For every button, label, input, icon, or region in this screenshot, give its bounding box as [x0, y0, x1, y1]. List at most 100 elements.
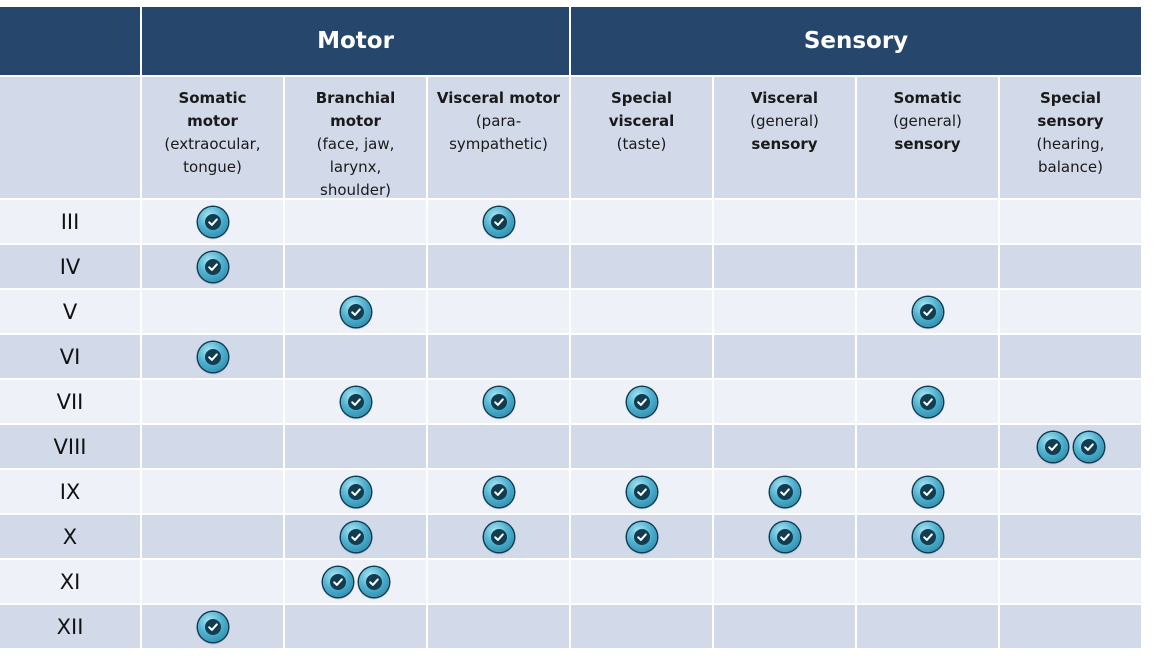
- table-cell: [1000, 425, 1141, 468]
- table-cell: [857, 290, 998, 333]
- column-header-line: visceral: [608, 112, 675, 130]
- table-cell: [428, 470, 569, 513]
- nerve-label: VII: [0, 380, 140, 423]
- column-header-line: Visceral motor: [436, 89, 561, 107]
- table-cell: [428, 380, 569, 423]
- checkmark-circle-icon: [197, 251, 228, 282]
- column-header-line: Visceral: [750, 89, 819, 107]
- corner-header: [0, 7, 140, 75]
- checkmark-circle-icon: [1037, 431, 1068, 462]
- nerve-label: XII: [0, 605, 140, 648]
- table-cell: [285, 335, 426, 378]
- corner-subheader: [0, 77, 140, 198]
- column-header-line: Special: [1039, 89, 1101, 107]
- column-header: Visceral motor (para-sympathetic): [428, 77, 569, 198]
- table-cell: [857, 515, 998, 558]
- table-cell: [714, 335, 855, 378]
- motor-group-label: Motor: [317, 28, 394, 54]
- column-header-line: Branchial: [315, 89, 396, 107]
- table-cell: [714, 470, 855, 513]
- table-cell: [285, 290, 426, 333]
- table-cell: [714, 605, 855, 648]
- table-cell: [1000, 335, 1141, 378]
- table-cell: [428, 560, 569, 603]
- checkmark-circle-icon: [340, 386, 371, 417]
- column-header-line: balance): [1038, 158, 1103, 176]
- table-cell: [142, 425, 283, 468]
- checkmark-circle-icon: [912, 386, 943, 417]
- table-cell: [142, 335, 283, 378]
- table-cell: [571, 470, 712, 513]
- column-header-line: shoulder): [320, 181, 391, 199]
- table-cell: [857, 335, 998, 378]
- checkmark-circle-icon: [340, 476, 371, 507]
- table-cell: [571, 605, 712, 648]
- column-header-line: (extraocular,: [164, 135, 261, 153]
- table-cell: [428, 605, 569, 648]
- checkmark-circle-icon: [626, 521, 657, 552]
- nerve-label: X: [0, 515, 140, 558]
- table-cell: [857, 245, 998, 288]
- table-cell: [571, 290, 712, 333]
- table-cell: [1000, 200, 1141, 243]
- nerve-label: V: [0, 290, 140, 333]
- table-cell: [1000, 605, 1141, 648]
- table-cell: [571, 380, 712, 423]
- checkmark-circle-icon: [769, 476, 800, 507]
- table-cell: [142, 290, 283, 333]
- checkmark-circle-icon: [483, 521, 514, 552]
- checkmark-circle-icon: [912, 296, 943, 327]
- table-cell: [1000, 290, 1141, 333]
- checkmark-circle-icon: [322, 566, 353, 597]
- column-header-line: motor: [330, 112, 381, 130]
- table-cell: [285, 380, 426, 423]
- column-header: Special visceral (taste): [571, 77, 712, 198]
- table-cell: [142, 245, 283, 288]
- table-cell: [142, 380, 283, 423]
- checkmark-circle-icon: [483, 476, 514, 507]
- column-header-line: sympathetic): [449, 135, 548, 153]
- table-cell: [714, 380, 855, 423]
- table-cell: [571, 245, 712, 288]
- table-cell: [285, 200, 426, 243]
- checkmark-circle-icon: [340, 296, 371, 327]
- table-cell: [1000, 380, 1141, 423]
- table-cell: [714, 245, 855, 288]
- checkmark-circle-icon: [912, 476, 943, 507]
- nerve-label: VIII: [0, 425, 140, 468]
- table-cell: [428, 425, 569, 468]
- column-header-line: tongue): [183, 158, 242, 176]
- table-cell: [714, 200, 855, 243]
- table-cell: [571, 200, 712, 243]
- table-cell: [857, 425, 998, 468]
- table-cell: [428, 290, 569, 333]
- column-header-line: sensory: [751, 135, 818, 153]
- table-cell: [142, 515, 283, 558]
- column-header-line: (general): [750, 112, 819, 130]
- column-header-line: Somatic: [178, 89, 247, 107]
- checkmark-circle-icon: [769, 521, 800, 552]
- table-cell: [285, 425, 426, 468]
- table-cell: [571, 515, 712, 558]
- column-header: Visceral (general) sensory: [714, 77, 855, 198]
- table-cell: [857, 380, 998, 423]
- column-header: Somatic (general) sensory: [857, 77, 998, 198]
- nerve-label: III: [0, 200, 140, 243]
- column-header-line: sensory: [1037, 112, 1104, 130]
- table-cell: [428, 515, 569, 558]
- table-cell: [428, 200, 569, 243]
- checkmark-circle-icon: [340, 521, 371, 552]
- table-cell: [285, 470, 426, 513]
- table-cell: [857, 200, 998, 243]
- table-cell: [1000, 515, 1141, 558]
- table-cell: [428, 335, 569, 378]
- column-header-line: (general): [893, 112, 962, 130]
- column-header-line: (taste): [616, 135, 667, 153]
- checkmark-circle-icon: [358, 566, 389, 597]
- table-cell: [571, 335, 712, 378]
- table-cell: [714, 560, 855, 603]
- table-cell: [285, 560, 426, 603]
- table-cell: [1000, 560, 1141, 603]
- nerve-label: XI: [0, 560, 140, 603]
- nerve-label: IX: [0, 470, 140, 513]
